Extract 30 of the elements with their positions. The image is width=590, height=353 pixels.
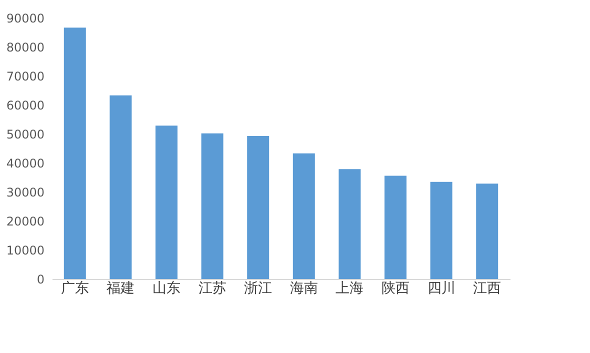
bar [292,153,315,279]
x-tick-label: 山东 [152,280,180,296]
bar [430,182,452,279]
y-tick-label: 30000 [6,186,44,200]
y-tick-label: 10000 [6,244,44,258]
x-tick-label: 海南 [290,280,318,296]
x-tick-label: 四川 [427,280,456,296]
bar [110,95,132,279]
bar [64,28,86,279]
x-tick-label: 浙江 [244,280,272,296]
y-tick-label: 80000 [6,40,44,54]
bar [384,176,406,279]
y-tick-label: 60000 [6,98,44,112]
x-tick-label: 陕西 [382,280,410,296]
x-tick-label: 福建 [106,280,135,296]
x-tick-label: 上海 [336,280,364,296]
x-tick-label: 江西 [473,280,502,296]
y-tick-label: 70000 [6,70,44,84]
x-tick-label: 江苏 [198,280,226,296]
x-tick-label: 广东 [60,280,89,296]
bar [338,169,361,279]
bar [201,133,224,279]
bar [476,184,498,279]
bar [247,136,270,279]
y-tick-label: 50000 [6,128,44,142]
bar [156,126,178,279]
y-tick-label: 20000 [6,214,44,228]
y-tick-label: 40000 [6,156,44,170]
y-tick-label: 0 [36,272,44,286]
y-tick-label: 90000 [6,12,44,26]
